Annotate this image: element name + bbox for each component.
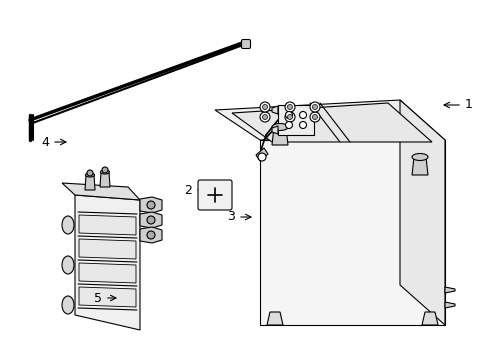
Polygon shape <box>422 312 438 325</box>
Circle shape <box>313 114 318 120</box>
Text: 5: 5 <box>94 292 102 305</box>
Polygon shape <box>412 157 428 175</box>
Circle shape <box>263 104 268 109</box>
Ellipse shape <box>62 216 74 234</box>
FancyBboxPatch shape <box>198 180 232 210</box>
Circle shape <box>102 167 108 173</box>
Ellipse shape <box>62 296 74 314</box>
Polygon shape <box>256 148 268 161</box>
Circle shape <box>147 231 155 239</box>
Polygon shape <box>79 287 136 307</box>
Polygon shape <box>140 197 162 213</box>
Circle shape <box>299 122 307 129</box>
Polygon shape <box>272 106 278 114</box>
Polygon shape <box>79 215 136 235</box>
Circle shape <box>310 102 320 112</box>
Ellipse shape <box>100 170 109 174</box>
Circle shape <box>286 112 293 118</box>
Circle shape <box>87 170 93 176</box>
Circle shape <box>286 122 293 129</box>
Circle shape <box>260 102 270 112</box>
Polygon shape <box>445 302 455 308</box>
Circle shape <box>147 216 155 224</box>
Polygon shape <box>267 312 283 325</box>
Ellipse shape <box>412 153 428 161</box>
Circle shape <box>285 112 295 122</box>
Circle shape <box>285 102 295 112</box>
Circle shape <box>260 112 270 122</box>
Polygon shape <box>232 103 432 142</box>
Ellipse shape <box>85 173 95 177</box>
Polygon shape <box>75 195 140 330</box>
Ellipse shape <box>62 256 74 274</box>
Polygon shape <box>260 140 445 325</box>
FancyBboxPatch shape <box>242 40 250 49</box>
Polygon shape <box>400 100 445 325</box>
Polygon shape <box>79 263 136 283</box>
Polygon shape <box>445 287 455 293</box>
Polygon shape <box>140 227 162 243</box>
Polygon shape <box>140 212 162 228</box>
Circle shape <box>258 153 266 161</box>
Polygon shape <box>62 183 140 200</box>
Polygon shape <box>85 175 95 190</box>
Text: 4: 4 <box>41 135 49 148</box>
Circle shape <box>288 114 293 120</box>
Polygon shape <box>278 105 314 135</box>
Polygon shape <box>272 127 288 145</box>
Text: 1: 1 <box>465 99 473 112</box>
Circle shape <box>263 114 268 120</box>
Ellipse shape <box>272 123 288 130</box>
Polygon shape <box>215 100 445 140</box>
Polygon shape <box>79 239 136 259</box>
Text: 2: 2 <box>184 184 192 197</box>
Circle shape <box>313 104 318 109</box>
Circle shape <box>288 104 293 109</box>
Circle shape <box>299 112 307 118</box>
Text: 3: 3 <box>227 211 235 224</box>
Polygon shape <box>100 172 110 187</box>
Circle shape <box>147 201 155 209</box>
Circle shape <box>310 112 320 122</box>
Polygon shape <box>272 126 278 134</box>
